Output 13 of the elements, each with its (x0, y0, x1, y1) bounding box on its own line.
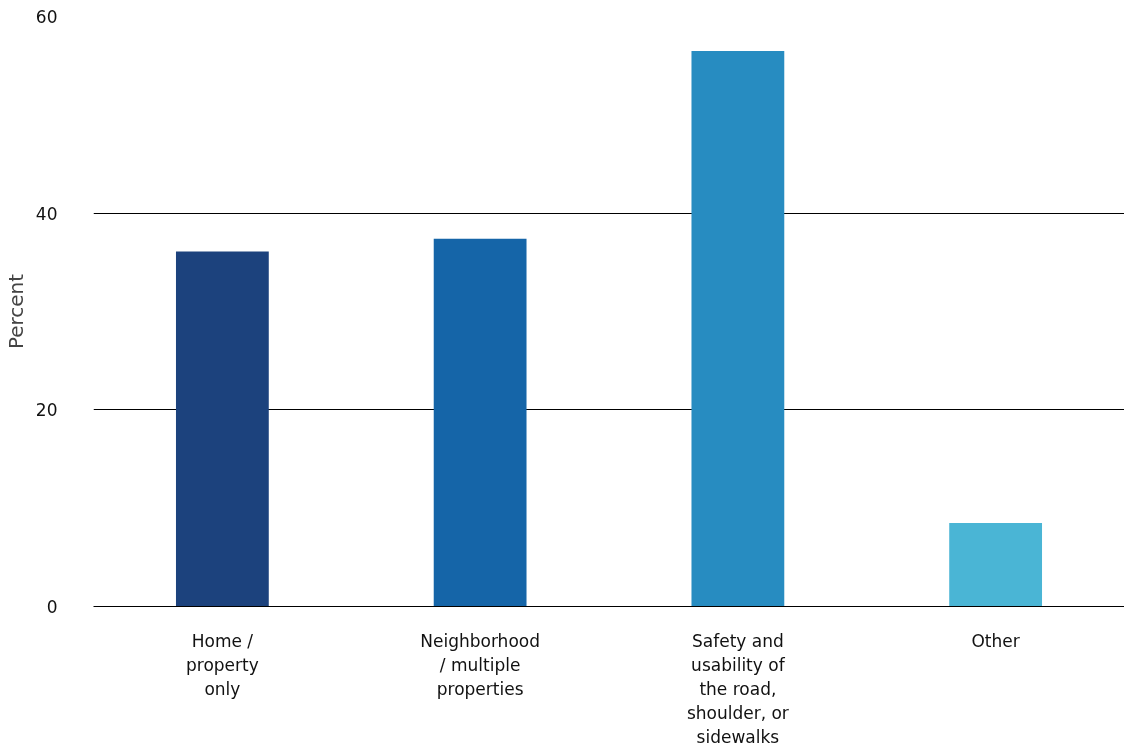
y-tick-label: 0 (46, 597, 58, 617)
x-tick-label: Home / property only (185, 630, 259, 699)
y-axis-title: Percent (3, 273, 28, 350)
x-tick-label: Neighborhood / multiple properties (420, 630, 540, 699)
y-tick-label: 20 (35, 400, 58, 421)
x-tick-label: Safety and usability of the road, shoulder, or sidewalks (686, 630, 789, 747)
bar (691, 50, 785, 607)
x-tick-label: Other (971, 630, 1020, 651)
bar (433, 238, 527, 607)
y-tick-label: 40 (35, 203, 58, 224)
y-tick-label: 60 (35, 7, 58, 27)
bar (949, 522, 1043, 607)
bar (175, 251, 269, 607)
